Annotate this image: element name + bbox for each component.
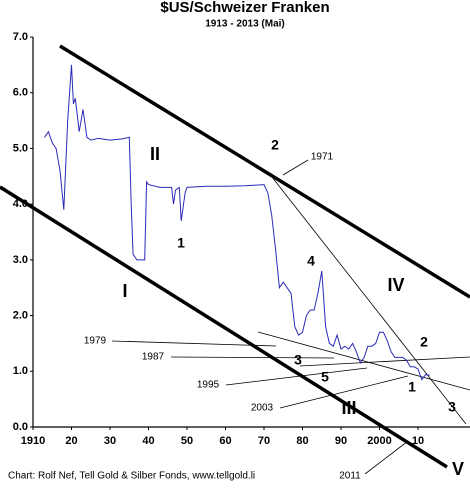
x-tick-label: 80 <box>296 435 308 447</box>
annotation: 1979 <box>84 336 107 347</box>
annotation: II <box>150 144 160 164</box>
x-tick-label: 2000 <box>367 435 391 447</box>
y-tick-label: 5.0 <box>13 142 28 154</box>
chart-title: $US/Schweizer Franken <box>160 0 329 16</box>
annotation: 1 <box>408 379 416 395</box>
annotation: 1971 <box>311 152 334 163</box>
annotation: 5 <box>321 369 329 385</box>
lower-trend-line <box>0 185 448 469</box>
x-tick-label: 50 <box>181 435 193 447</box>
x-tick-label: 40 <box>142 435 154 447</box>
annotation: 1 <box>177 235 185 251</box>
y-tick-label: 3.0 <box>13 254 28 266</box>
annotation: V <box>452 459 464 479</box>
annotation: 3 <box>294 352 302 368</box>
arrows <box>111 159 409 475</box>
credit: Chart: Rolf Nef, Tell Gold & Silber Fond… <box>8 471 255 482</box>
x-tick-label: 90 <box>335 435 347 447</box>
arrow <box>364 440 409 475</box>
y-tick-label: 4.0 <box>13 198 28 210</box>
x-tick-label: 30 <box>104 435 116 447</box>
upper-trend-line <box>59 44 470 299</box>
annotation: III <box>341 398 356 418</box>
annotation: 2 <box>420 334 428 350</box>
annotation: 1995 <box>197 380 220 391</box>
x-tick-label: 70 <box>258 435 270 447</box>
annotation: 2 <box>271 137 279 153</box>
thin-trend-line <box>257 331 470 391</box>
y-tick-label: 2.0 <box>13 309 28 321</box>
annotation: 4 <box>307 253 315 269</box>
arrow <box>170 356 335 359</box>
annotation: IV <box>387 275 404 295</box>
y-tick-label: 7.0 <box>13 31 28 43</box>
thin-trend-line <box>267 171 467 425</box>
x-tick-label: 10 <box>412 435 424 447</box>
chart-subtitle: 1913 - 2013 (Mai) <box>205 19 285 30</box>
annotation: 1987 <box>142 352 165 363</box>
annotation: 3 <box>448 399 456 415</box>
annotation: 2003 <box>251 403 274 414</box>
y-tick-label: 1.0 <box>13 365 28 377</box>
arrow <box>225 367 368 386</box>
arrow <box>282 159 309 176</box>
trend-lines <box>0 44 470 469</box>
annotation: 2011 <box>339 471 361 482</box>
arrow <box>279 375 409 409</box>
x-tick-label: 1910 <box>21 435 45 447</box>
arrow <box>111 340 277 347</box>
x-tick-label: 20 <box>65 435 77 447</box>
y-tick-label: 0.0 <box>13 421 28 433</box>
series-line <box>44 64 430 381</box>
thin-trend-line <box>299 356 470 367</box>
annotation: I <box>122 281 127 301</box>
y-tick-label: 6.0 <box>13 87 28 99</box>
x-tick-label: 60 <box>219 435 231 447</box>
